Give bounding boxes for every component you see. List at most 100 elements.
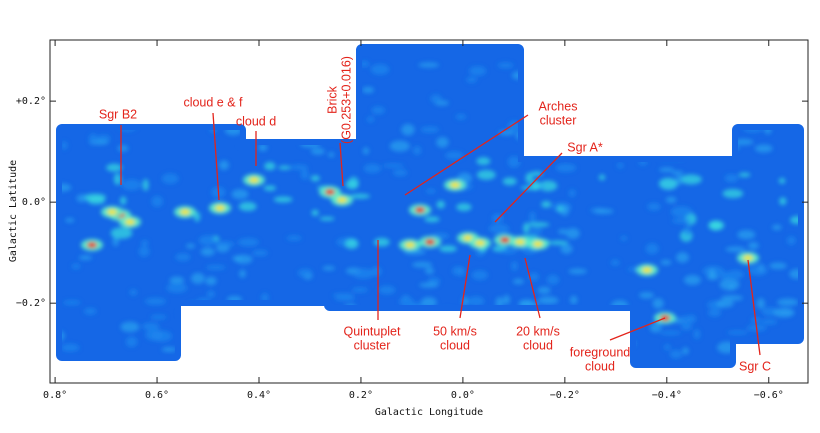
emission-blob xyxy=(767,349,784,358)
emission-blob xyxy=(430,94,442,103)
emission-blob xyxy=(62,93,76,99)
emission-blob xyxy=(311,209,319,216)
emission-peak xyxy=(415,207,425,213)
emission-blob xyxy=(779,352,798,362)
emission-blob xyxy=(231,189,249,200)
emission-blob xyxy=(120,321,140,333)
y-tick-label: +0.2° xyxy=(16,96,46,107)
emission-blob xyxy=(773,307,795,318)
emission-blob xyxy=(681,93,689,105)
emission-peak xyxy=(215,205,225,211)
emission-blob xyxy=(538,180,558,192)
emission-blob xyxy=(328,152,335,158)
emission-blob xyxy=(455,113,467,120)
emission-blob xyxy=(670,206,693,218)
emission-blob xyxy=(436,200,446,209)
emission-blob xyxy=(310,175,320,182)
emission-blob xyxy=(315,77,332,87)
emission-blob xyxy=(635,135,650,144)
emission-blob xyxy=(518,311,532,317)
emission-blob xyxy=(293,113,310,124)
emission-blob xyxy=(760,319,778,325)
emission-blob xyxy=(507,120,522,132)
emission-blob xyxy=(593,208,614,214)
emission-blob xyxy=(344,238,359,250)
emission-blob xyxy=(608,127,628,135)
emission-blob xyxy=(439,245,457,253)
emission-blob xyxy=(748,242,759,250)
emission-blob xyxy=(193,211,201,222)
emission-blob xyxy=(541,200,552,208)
annotation-pointer xyxy=(404,114,529,196)
emission-blob xyxy=(188,62,204,72)
emission-blob xyxy=(570,312,579,320)
emission-blob xyxy=(239,269,246,278)
emission-blob xyxy=(205,276,217,286)
emission-blob xyxy=(676,252,689,263)
emission-peak xyxy=(249,177,259,183)
emission-blob xyxy=(666,73,687,79)
emission-blob xyxy=(683,225,691,236)
emission-blob xyxy=(587,103,597,109)
emission-blob xyxy=(527,222,550,227)
emission-blob xyxy=(679,315,692,325)
emission-blob xyxy=(523,80,541,86)
emission-blob xyxy=(523,353,540,359)
emission-blob xyxy=(349,193,371,199)
emission-blob xyxy=(529,211,536,223)
emission-blob xyxy=(593,320,604,328)
emission-blob xyxy=(420,126,439,133)
emission-blob xyxy=(663,344,671,351)
emission-blob xyxy=(726,330,749,335)
emission-blob xyxy=(112,235,119,247)
emission-blob xyxy=(196,328,209,336)
emission-blob xyxy=(110,227,133,239)
emission-blob xyxy=(755,108,765,119)
emission-blob xyxy=(366,116,375,123)
emission-blob xyxy=(300,169,309,180)
emission-blob xyxy=(138,246,150,257)
emission-blob xyxy=(389,140,410,152)
emission-blob xyxy=(721,295,744,301)
emission-blob xyxy=(569,65,584,78)
emission-peak xyxy=(500,237,510,243)
emission-blob xyxy=(548,240,569,245)
emission-blob xyxy=(476,157,491,166)
emission-blob xyxy=(308,97,325,108)
emission-blob xyxy=(112,80,129,91)
emission-blob xyxy=(62,119,74,125)
emission-blob xyxy=(737,230,756,240)
emission-blob xyxy=(113,173,122,186)
annotations: Sgr B2 cloud e & f cloud d Brick (G0.253+0.0… xyxy=(99,56,771,373)
emission-blob xyxy=(452,266,463,276)
emission-blob xyxy=(588,332,596,338)
emission-peak xyxy=(642,267,652,273)
emission-blob xyxy=(649,322,662,333)
emission-blob xyxy=(467,313,476,324)
emission-blob xyxy=(586,51,605,60)
annotation-pointer xyxy=(609,317,666,341)
emission-blob xyxy=(265,349,276,361)
emission-blob xyxy=(273,196,293,203)
emission-blob xyxy=(647,202,661,211)
emission-blob xyxy=(719,278,740,291)
emission-blob xyxy=(769,262,787,270)
emission-blob xyxy=(224,67,232,77)
x-tick-label: −0.4° xyxy=(652,390,682,401)
emission-blob xyxy=(659,330,682,336)
emission-blob xyxy=(352,268,375,279)
annotation-label: Brick xyxy=(325,85,339,114)
annotation-label: cloud e & f xyxy=(183,95,243,109)
emission-blob xyxy=(530,227,543,235)
annotation-label: Quintuplet xyxy=(344,324,402,338)
emission-blob xyxy=(169,105,177,110)
emission-blob xyxy=(206,53,214,62)
emission-blob xyxy=(401,123,415,136)
emission-blob xyxy=(606,140,616,152)
emission-blob xyxy=(62,330,65,341)
emission-blob xyxy=(675,136,690,141)
emission-blob xyxy=(103,76,115,82)
emission-blob xyxy=(708,268,716,279)
emission-blob xyxy=(371,106,385,115)
emission-blob xyxy=(419,282,439,288)
